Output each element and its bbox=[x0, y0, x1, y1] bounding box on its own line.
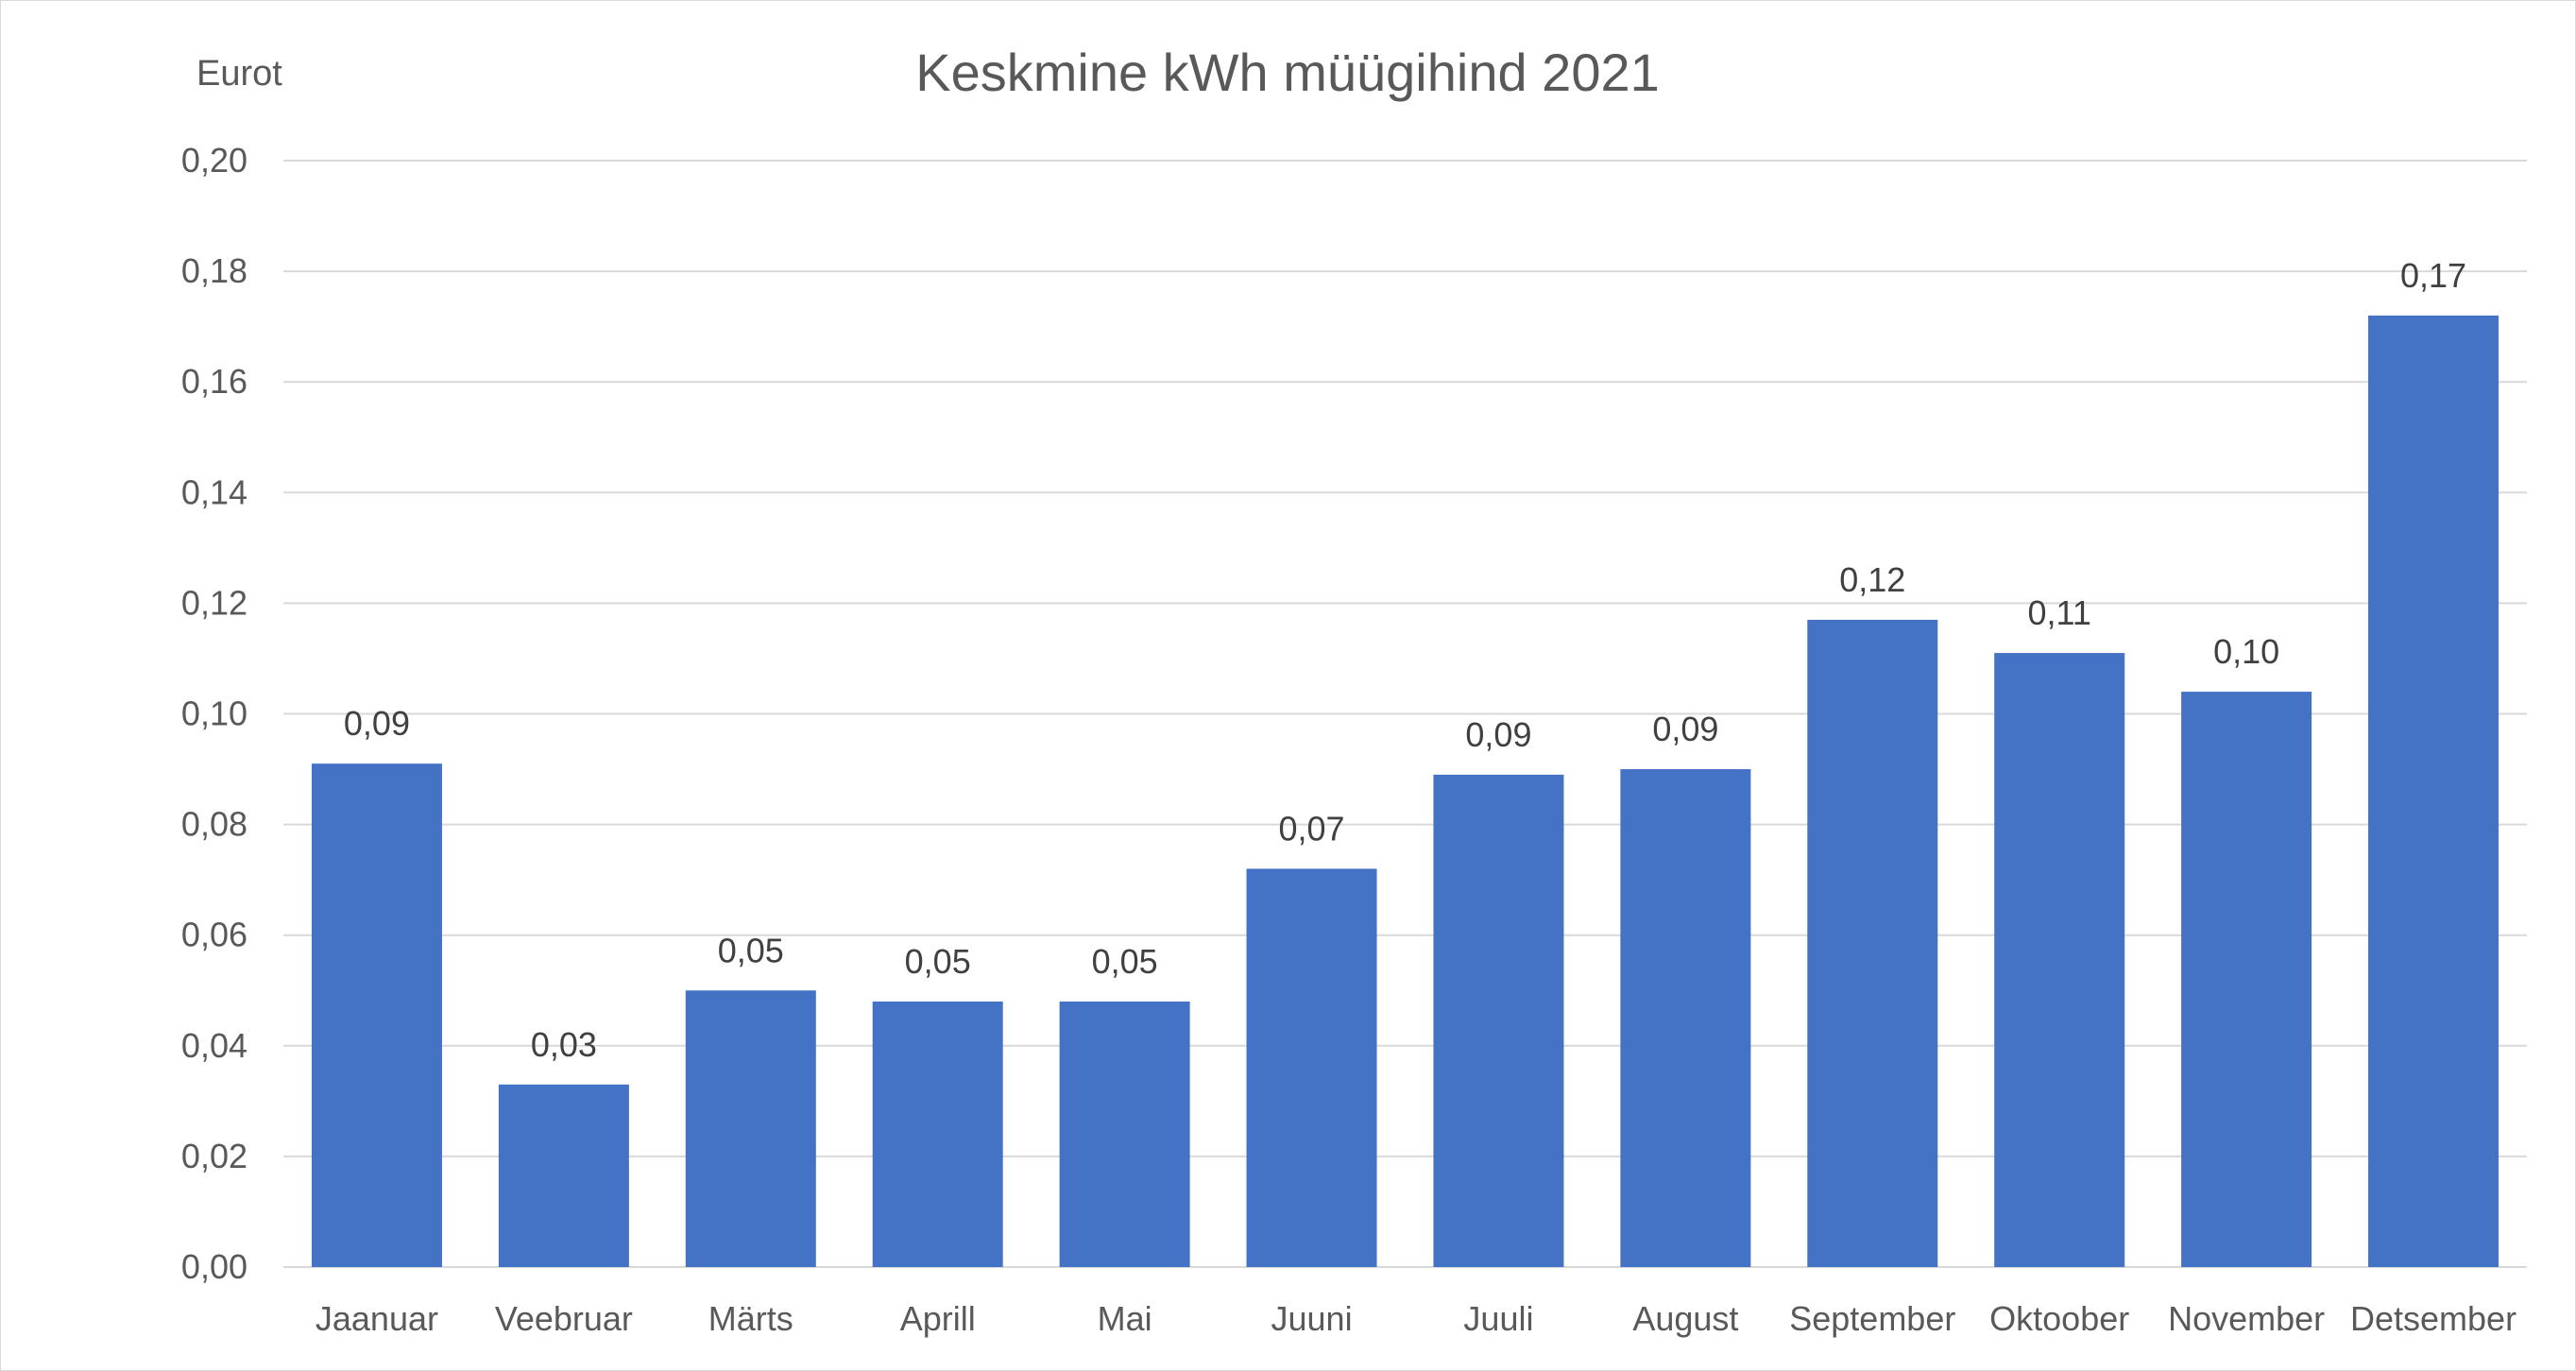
bars bbox=[311, 315, 2499, 1267]
data-label: 0,17 bbox=[2400, 256, 2466, 295]
y-tick-label: 0,10 bbox=[181, 694, 247, 733]
data-label: 0,12 bbox=[1839, 560, 1905, 599]
bar bbox=[2368, 315, 2499, 1267]
x-category-label: Juuni bbox=[1271, 1299, 1353, 1338]
data-label: 0,05 bbox=[905, 942, 971, 981]
data-label: 0,03 bbox=[531, 1025, 597, 1064]
y-tick-label: 0,02 bbox=[181, 1137, 247, 1175]
y-tick-label: 0,16 bbox=[181, 362, 247, 401]
y-axis-tick-labels: 0,00 0,02 0,04 0,06 0,08 0,10 0,12 0,14 0,16 0,18… bbox=[181, 141, 247, 1286]
data-label: 0,11 bbox=[2028, 593, 2091, 632]
data-label: 0,07 bbox=[1279, 809, 1345, 848]
bar bbox=[2181, 692, 2312, 1267]
x-category-label: Oktoober bbox=[1989, 1299, 2129, 1338]
x-category-label: Detsember bbox=[2350, 1299, 2516, 1338]
bar bbox=[872, 1001, 1003, 1267]
x-category-label: Juuli bbox=[1463, 1299, 1533, 1338]
y-tick-label: 0,06 bbox=[181, 916, 247, 954]
gridlines bbox=[283, 160, 2527, 1268]
data-label: 0,05 bbox=[718, 931, 784, 969]
data-label: 0,09 bbox=[1465, 715, 1531, 754]
y-tick-label: 0,04 bbox=[181, 1026, 247, 1065]
y-tick-label: 0,18 bbox=[181, 251, 247, 290]
bar bbox=[311, 763, 442, 1267]
x-category-label: November bbox=[2168, 1299, 2325, 1338]
x-category-label: Veebruar bbox=[495, 1299, 633, 1338]
bar bbox=[1246, 868, 1377, 1267]
data-label: 0,09 bbox=[1652, 710, 1718, 748]
y-tick-label: 0,14 bbox=[181, 472, 247, 511]
y-tick-label: 0,08 bbox=[181, 805, 247, 844]
x-category-label: September bbox=[1789, 1299, 1955, 1338]
x-category-label: Märts bbox=[708, 1299, 793, 1338]
bar bbox=[1620, 769, 1751, 1267]
x-axis-category-labels: Jaanuar Veebruar Märts Aprill Mai Juuni Juuli A… bbox=[316, 1299, 2516, 1338]
data-label: 0,05 bbox=[1092, 942, 1158, 981]
x-category-label: Mai bbox=[1098, 1299, 1152, 1338]
bar bbox=[1807, 619, 1938, 1267]
bar bbox=[1433, 774, 1564, 1267]
bar bbox=[1994, 653, 2125, 1267]
bar bbox=[498, 1084, 629, 1267]
data-labels: 0,09 0,03 0,05 0,05 0,05 0,07 0,09 0,09 0,12 0,11… bbox=[344, 256, 2466, 1064]
x-category-label: August bbox=[1632, 1299, 1738, 1338]
y-tick-label: 0,00 bbox=[181, 1247, 247, 1286]
x-category-label: Jaanuar bbox=[316, 1299, 438, 1338]
data-label: 0,09 bbox=[344, 704, 410, 743]
bar bbox=[685, 990, 816, 1267]
y-tick-label: 0,12 bbox=[181, 583, 247, 622]
x-category-label: Aprill bbox=[900, 1299, 976, 1338]
y-axis-unit-label: Eurot bbox=[196, 54, 282, 94]
bar bbox=[1059, 1001, 1190, 1267]
y-tick-label: 0,20 bbox=[181, 141, 247, 180]
chart-title: Keskmine kWh müügihind 2021 bbox=[915, 43, 1660, 102]
data-label: 0,10 bbox=[2213, 632, 2279, 671]
